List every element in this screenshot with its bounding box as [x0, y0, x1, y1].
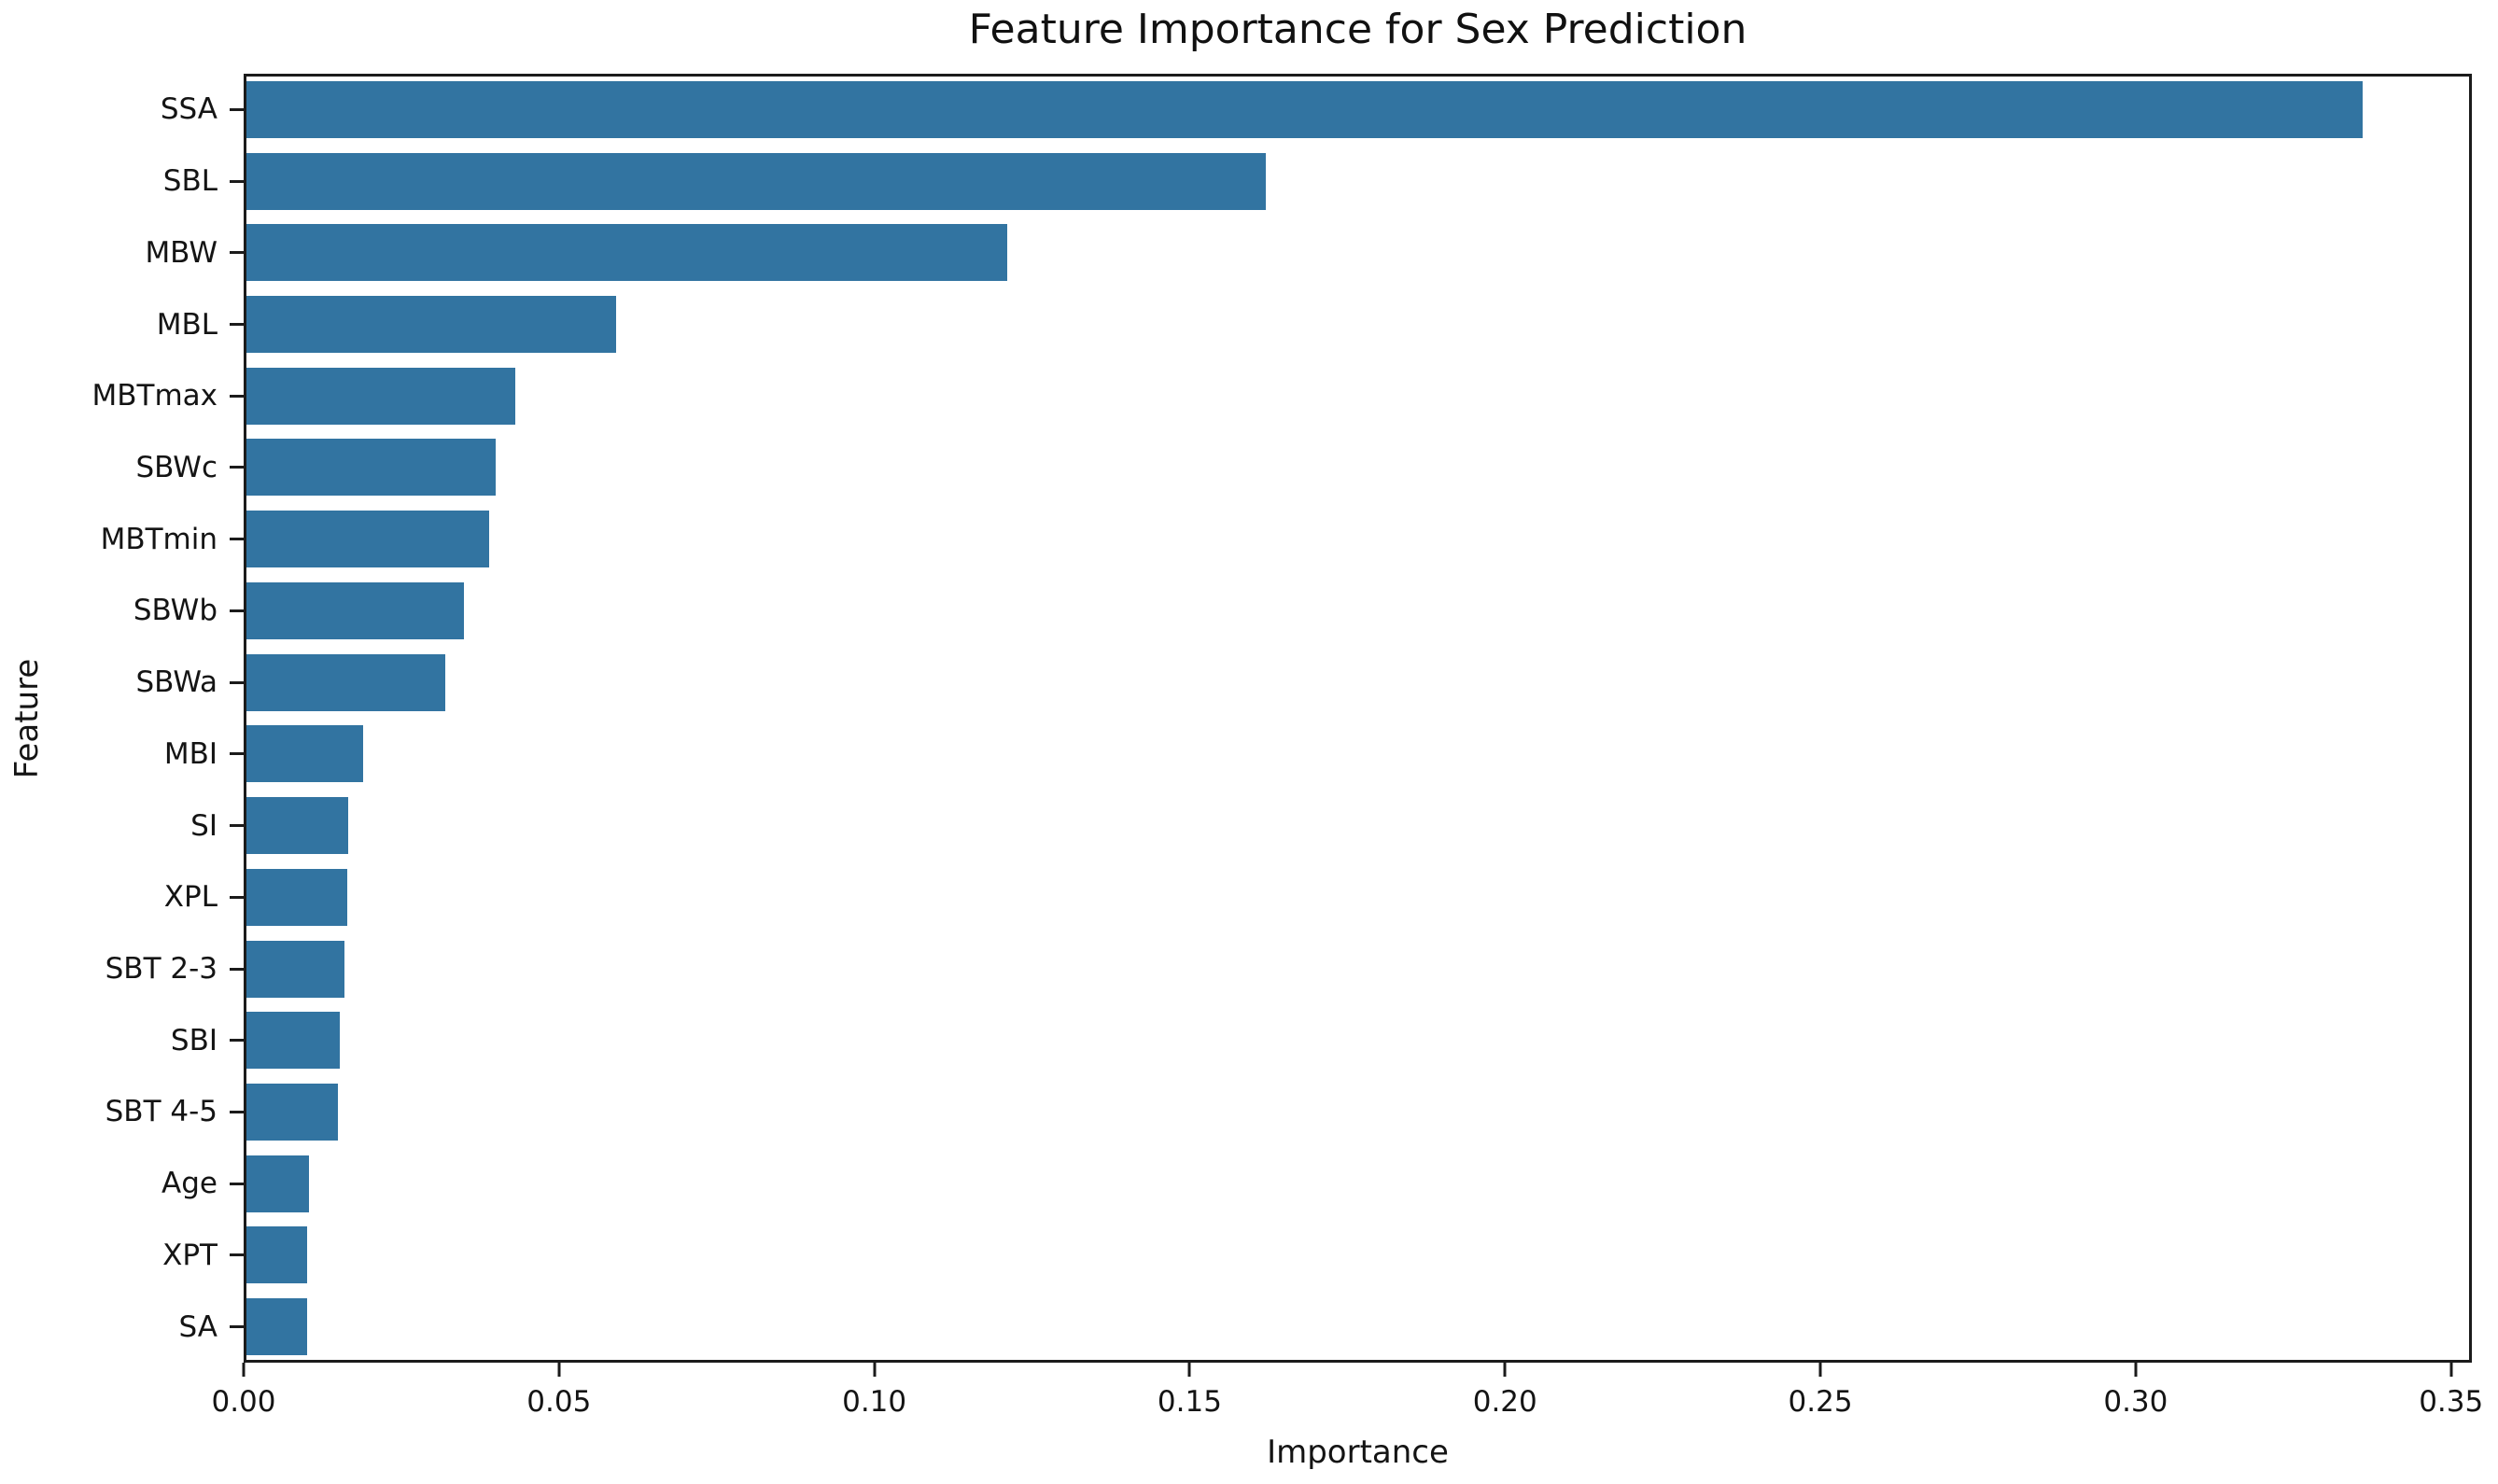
bar-mbtmin [244, 511, 490, 568]
x-tick-label: 0.30 [2103, 1385, 2168, 1419]
bar-sbwb [244, 581, 465, 639]
y-tick-mark [230, 466, 244, 469]
bar-sa [244, 1298, 307, 1356]
y-tick-label: XPL [163, 880, 218, 915]
x-tick-label: 0.15 [1157, 1385, 1222, 1419]
bar-mbl [244, 296, 616, 354]
bar-si [244, 797, 349, 855]
bar-sbwa [244, 653, 446, 711]
y-tick-mark [230, 680, 244, 684]
y-tick-label: MBW [145, 235, 218, 270]
y-tick-mark [230, 609, 244, 612]
y-tick-mark [230, 824, 244, 828]
bar-sbl [244, 152, 1266, 210]
bar-sbi [244, 1012, 341, 1070]
x-tick-mark [1503, 1363, 1507, 1377]
y-tick-mark [230, 394, 244, 398]
bar-xpt [244, 1226, 307, 1284]
y-tick-mark [230, 251, 244, 255]
y-tick-label: MBTmin [100, 522, 218, 556]
y-tick-mark [230, 1253, 244, 1257]
y-tick-label: MBL [156, 307, 218, 342]
x-tick-label: 0.35 [2419, 1385, 2484, 1419]
y-tick-label: Age [161, 1167, 218, 1201]
y-tick-mark [230, 1325, 244, 1329]
y-tick-label: SSA [160, 92, 218, 127]
bar-xpl [244, 868, 348, 926]
x-tick-label: 0.00 [211, 1385, 276, 1419]
x-tick-mark [2134, 1363, 2138, 1377]
y-tick-label: MBI [163, 736, 218, 771]
x-tick-mark [2449, 1363, 2453, 1377]
y-tick-label: XPT [162, 1238, 218, 1272]
y-tick-label: SBT 2-3 [105, 952, 218, 987]
y-tick-label: SI [190, 808, 218, 843]
y-tick-mark [230, 179, 244, 183]
y-tick-mark [230, 107, 244, 111]
y-tick-mark [230, 895, 244, 899]
y-tick-mark [230, 1110, 244, 1113]
bar-sbt-4-5 [244, 1083, 339, 1141]
y-tick-mark [230, 752, 244, 756]
x-tick-label: 0.05 [526, 1385, 592, 1419]
y-tick-mark [230, 323, 244, 327]
y-tick-mark [230, 1039, 244, 1043]
y-tick-mark [230, 538, 244, 541]
bar-mbtmax [244, 367, 515, 425]
x-axis-label: Importance [1267, 1434, 1449, 1471]
x-tick-mark [242, 1363, 246, 1377]
x-tick-label: 0.25 [1788, 1385, 1853, 1419]
y-tick-label: SBI [170, 1023, 218, 1057]
x-tick-mark [557, 1363, 561, 1377]
y-tick-mark [230, 1182, 244, 1185]
bar-mbw [244, 224, 1007, 282]
x-tick-mark [1818, 1363, 1822, 1377]
plot-area: Feature Importance for Sex Prediction Fe… [8, 7, 2483, 1471]
bar-sbwc [244, 439, 497, 497]
y-tick-label: SBT 4-5 [105, 1095, 218, 1129]
y-tick-label: SBWa [135, 665, 218, 700]
y-tick-mark [230, 967, 244, 971]
y-tick-label: SA [178, 1309, 218, 1344]
x-tick-mark [1187, 1363, 1191, 1377]
y-axis-label: Feature [8, 658, 46, 778]
bar-age [244, 1155, 309, 1212]
y-tick-label: SBWb [133, 594, 218, 628]
bar-sbt-2-3 [244, 940, 345, 998]
y-tick-label: SBL [162, 164, 218, 199]
x-tick-label: 0.10 [842, 1385, 907, 1419]
y-tick-label: SBWc [135, 450, 218, 484]
bar-mbi [244, 725, 364, 783]
x-tick-mark [873, 1363, 877, 1377]
y-tick-label: MBTmax [91, 379, 218, 413]
bar-ssa [244, 80, 2364, 138]
x-tick-label: 0.20 [1472, 1385, 1537, 1419]
chart-title: Feature Importance for Sex Prediction [968, 6, 1747, 53]
